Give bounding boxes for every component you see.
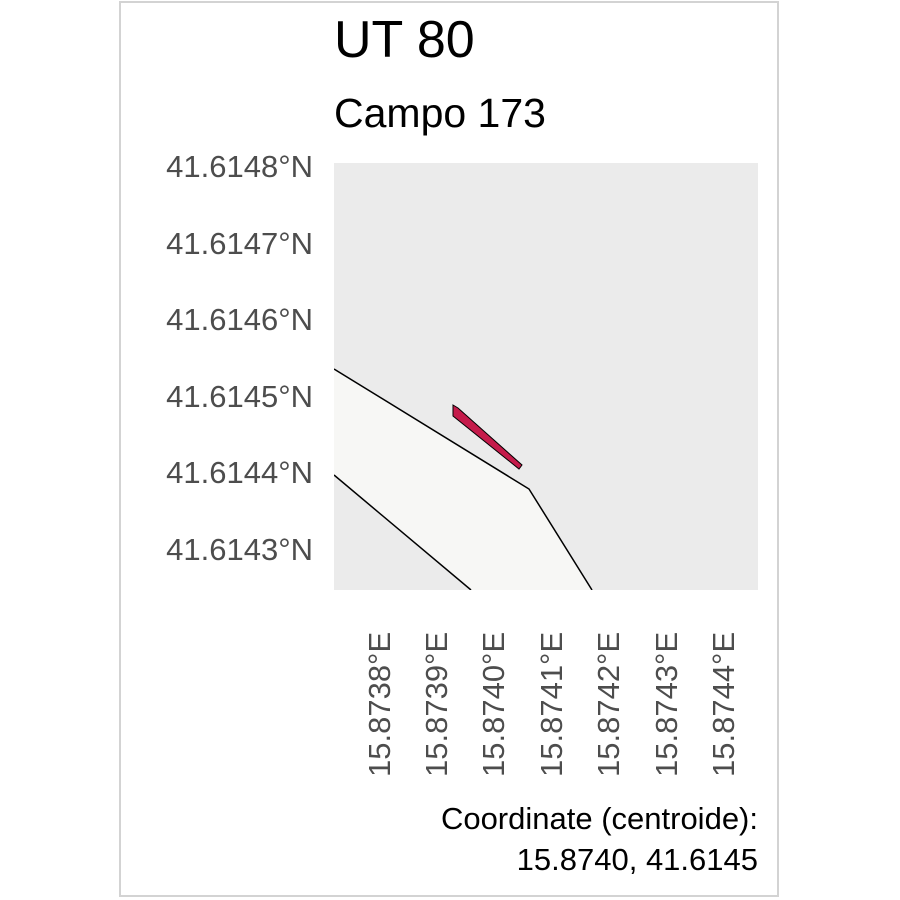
x-tick-label: 15.8743°E (649, 631, 684, 777)
map-title: UT 80 (334, 11, 475, 69)
y-tick-label: 41.6144°N (166, 455, 313, 490)
y-tick-label: 41.6146°N (166, 302, 313, 337)
map-subtitle: Campo 173 (334, 90, 546, 136)
centroid-caption: Coordinate (centroide): (440, 801, 758, 836)
centroid-coordinates: 15.8740, 41.6145 (516, 842, 758, 877)
y-tick-label: 41.6148°N (166, 149, 313, 184)
x-tick-label: 15.8739°E (419, 631, 454, 777)
y-tick-label: 41.6145°N (166, 379, 313, 414)
x-tick-label: 15.8742°E (591, 631, 626, 777)
x-tick-label: 15.8744°E (706, 631, 741, 777)
y-tick-label: 41.6147°N (166, 226, 313, 261)
road-area (334, 369, 592, 590)
x-tick-label: 15.8738°E (362, 631, 397, 777)
road-edge-upper (334, 368, 593, 590)
y-tick-label: 41.6143°N (166, 532, 313, 567)
parcel-polygon[interactable] (452, 404, 523, 470)
map-frame (119, 1, 779, 897)
road-edge-lower (334, 474, 472, 590)
map-panel (334, 163, 758, 590)
x-tick-label: 15.8740°E (476, 631, 511, 777)
x-tick-label: 15.8741°E (534, 631, 569, 777)
